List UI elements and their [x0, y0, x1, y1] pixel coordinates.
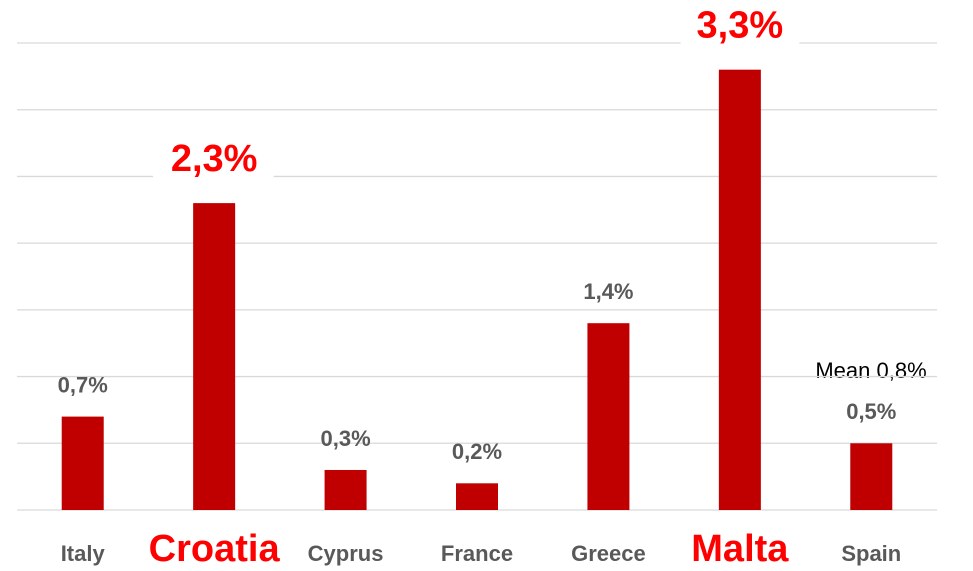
bar [61, 416, 104, 510]
x-tick-label: Spain [841, 541, 901, 566]
value-label: 0,2% [452, 439, 502, 464]
bar [324, 469, 367, 510]
value-label: 3,3% [697, 5, 784, 47]
bar [456, 483, 498, 510]
bar [193, 203, 236, 510]
value-label: 0,5% [846, 399, 896, 424]
x-tick-label: Greece [571, 541, 646, 566]
bar [587, 323, 630, 510]
value-label: 1,4% [583, 279, 633, 304]
bar [718, 69, 761, 510]
x-tick-label: Cyprus [308, 541, 384, 566]
value-label: 0,7% [58, 372, 108, 397]
x-tick-label: Malta [691, 528, 789, 570]
x-tick-label: Italy [61, 541, 106, 566]
value-label: 0,3% [320, 426, 370, 451]
value-label: 2,3% [171, 138, 258, 180]
annotation: Mean 0,8% [815, 358, 926, 383]
x-tick-label: France [441, 541, 513, 566]
x-tick-label: Croatia [149, 528, 281, 570]
bar [850, 443, 893, 510]
